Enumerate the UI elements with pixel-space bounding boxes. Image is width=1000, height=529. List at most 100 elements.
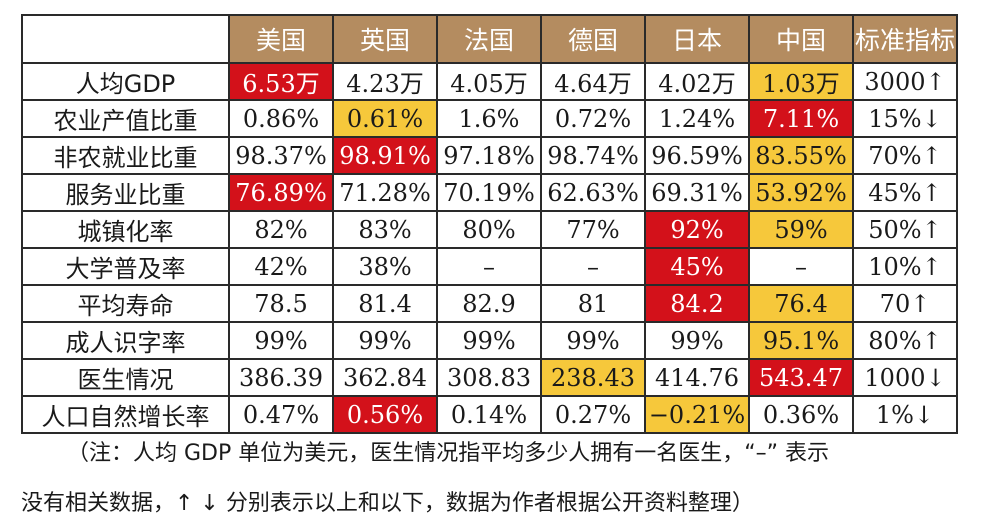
value-cell: 69.31%	[644, 173, 750, 212]
table-row: 平均寿命 78.5 81.4 82.9 81 84.2 76.4 70↑	[21, 284, 958, 323]
value-cell: 99%	[332, 321, 438, 360]
value-cell: 0.14%	[436, 395, 542, 434]
standard-value-cell: 1000↓	[852, 358, 958, 397]
value-cell: 238.43	[540, 358, 646, 397]
standard-value-cell: 70↑	[852, 284, 958, 323]
header-japan: 日本	[644, 14, 750, 64]
value-cell: 62.63%	[540, 173, 646, 212]
value-cell: 4.64万	[540, 62, 646, 101]
table-row: 服务业比重 76.89% 71.28% 70.19% 62.63% 69.31% 53.92…	[21, 173, 958, 212]
value-cell: 84.2	[644, 284, 750, 323]
header-standard: 标准指标	[852, 14, 958, 64]
standard-value-cell: 50%↑	[852, 210, 958, 249]
footnote-line-2: 没有相关数据，↑ ↓ 分别表示以上和以下，数据为作者根据公开资料整理）	[21, 491, 754, 516]
header-france: 法国	[436, 14, 542, 64]
standard-value-cell: 1%↓	[852, 395, 958, 434]
value-cell: 83%	[332, 210, 438, 249]
header-usa: 美国	[228, 14, 334, 64]
value-cell: 99%	[644, 321, 750, 360]
indicator-table: 美国 英国 法国 德国 日本 中国 标准指标 人均GDP 6.53万 4.23万 4.…	[21, 14, 958, 434]
value-cell: 0.27%	[540, 395, 646, 434]
row-label: 大学普及率	[21, 247, 230, 286]
table-row: 人均GDP 6.53万 4.23万 4.05万 4.64万 4.02万 1.03万 3000↑	[21, 62, 958, 101]
value-cell: 76.89%	[228, 173, 334, 212]
value-cell: 0.36%	[748, 395, 854, 434]
table-body: 人均GDP 6.53万 4.23万 4.05万 4.64万 4.02万 1.03万 3000↑…	[21, 62, 958, 434]
table-row: 大学普及率 42% 38% – –45% –10%↑	[21, 247, 958, 286]
header-china: 中国	[748, 14, 854, 64]
value-cell: 4.23万	[332, 62, 438, 101]
value-cell: 71.28%	[332, 173, 438, 212]
standard-value-cell: 10%↑	[852, 247, 958, 286]
value-cell: 81	[540, 284, 646, 323]
standard-value-cell: 80%↑	[852, 321, 958, 360]
value-cell: 1.24%	[644, 99, 750, 138]
value-cell: 0.86%	[228, 99, 334, 138]
table-row: 非农就业比重 98.37% 98.91% 97.18% 98.74% 96.59% 83.5…	[21, 136, 958, 175]
corner-cell	[21, 14, 230, 64]
row-label: 人口自然增长率	[21, 395, 230, 434]
table-row: 人口自然增长率 0.47% 0.56% 0.14% 0.27% −0.21% 0.36% 1%…	[21, 395, 958, 434]
value-cell: 308.83	[436, 358, 542, 397]
value-cell: 414.76	[644, 358, 750, 397]
standard-value-cell: 15%↓	[852, 99, 958, 138]
value-cell: 83.55%	[748, 136, 854, 175]
row-label: 非农就业比重	[21, 136, 230, 175]
value-cell: 99%	[228, 321, 334, 360]
value-cell: 82.9	[436, 284, 542, 323]
value-cell: –	[436, 247, 542, 286]
header-uk: 英国	[332, 14, 438, 64]
table-row: 农业产值比重 0.86% 0.61% 1.6% 0.72% 1.24% 7.11% 15%↓	[21, 99, 958, 138]
row-label: 平均寿命	[21, 284, 230, 323]
value-cell: 78.5	[228, 284, 334, 323]
value-cell: 92%	[644, 210, 750, 249]
value-cell: 99%	[436, 321, 542, 360]
value-cell: 0.56%	[332, 395, 438, 434]
value-cell: 4.05万	[436, 62, 542, 101]
footnote: （注：人均 GDP 单位为美元，医生情况指平均多少人拥有一名医生，“–” 表示 …	[21, 429, 986, 529]
table-row: 医生情况 386.39 362.84 308.83 238.43 414.76 543.47…	[21, 358, 958, 397]
value-cell: 80%	[436, 210, 542, 249]
value-cell: 82%	[228, 210, 334, 249]
row-label: 城镇化率	[21, 210, 230, 249]
row-label: 医生情况	[21, 358, 230, 397]
value-cell: 98.37%	[228, 136, 334, 175]
row-label: 服务业比重	[21, 173, 230, 212]
value-cell: –	[540, 247, 646, 286]
standard-value-cell: 70%↑	[852, 136, 958, 175]
value-cell: 42%	[228, 247, 334, 286]
value-cell: 53.92%	[748, 173, 854, 212]
value-cell: 386.39	[228, 358, 334, 397]
value-cell: 6.53万	[228, 62, 334, 101]
value-cell: 543.47	[748, 358, 854, 397]
value-cell: 0.72%	[540, 99, 646, 138]
value-cell: 0.47%	[228, 395, 334, 434]
value-cell: 95.1%	[748, 321, 854, 360]
header-row: 美国 英国 法国 德国 日本 中国 标准指标	[21, 14, 958, 64]
value-cell: 1.6%	[436, 99, 542, 138]
value-cell: –	[748, 247, 854, 286]
value-cell: 70.19%	[436, 173, 542, 212]
value-cell: 0.61%	[332, 99, 438, 138]
standard-value-cell: 3000↑	[852, 62, 958, 101]
table-row: 城镇化率 82% 83% 80% 77% 92% 59% 50%↑	[21, 210, 958, 249]
value-cell: 77%	[540, 210, 646, 249]
value-cell: −0.21%	[644, 395, 750, 434]
footnote-line-1: （注：人均 GDP 单位为美元，医生情况指平均多少人拥有一名医生，“–” 表示	[67, 441, 830, 466]
value-cell: 7.11%	[748, 99, 854, 138]
row-label: 农业产值比重	[21, 99, 230, 138]
value-cell: 99%	[540, 321, 646, 360]
value-cell: 97.18%	[436, 136, 542, 175]
value-cell: 4.02万	[644, 62, 750, 101]
value-cell: 45%	[644, 247, 750, 286]
indicator-table-wrapper: 美国 英国 法国 德国 日本 中国 标准指标 人均GDP 6.53万 4.23万 4.…	[21, 14, 958, 434]
value-cell: 38%	[332, 247, 438, 286]
value-cell: 1.03万	[748, 62, 854, 101]
value-cell: 76.4	[748, 284, 854, 323]
value-cell: 96.59%	[644, 136, 750, 175]
value-cell: 81.4	[332, 284, 438, 323]
standard-value-cell: 45%↑	[852, 173, 958, 212]
row-label: 人均GDP	[21, 62, 230, 101]
row-label: 成人识字率	[21, 321, 230, 360]
table-row: 成人识字率 99% 99% 99% 99% 99% 95.1% 80%↑	[21, 321, 958, 360]
